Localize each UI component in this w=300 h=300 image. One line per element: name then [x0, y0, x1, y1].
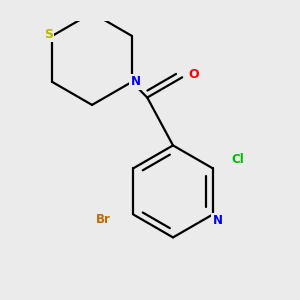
Text: O: O — [188, 68, 199, 81]
Text: N: N — [130, 75, 141, 88]
Text: Cl: Cl — [231, 153, 244, 166]
Text: S: S — [44, 28, 53, 40]
Text: N: N — [212, 214, 222, 227]
Text: Br: Br — [96, 212, 111, 226]
